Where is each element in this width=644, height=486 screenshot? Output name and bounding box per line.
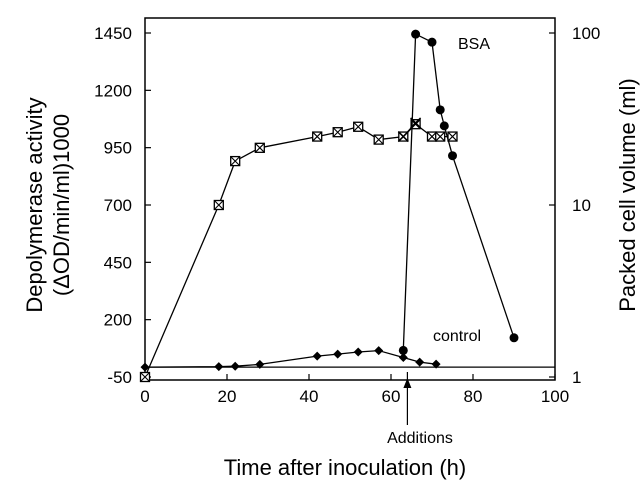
y-left-tick-label: 700 bbox=[104, 196, 132, 215]
x-tick-label: 80 bbox=[464, 387, 483, 406]
series-line-bsa bbox=[402, 33, 515, 351]
point-cell_volume bbox=[312, 131, 323, 142]
plot-area: 0 20 40 60 80 100 -50 200 450 700 950 1200 1450 1 10 10… bbox=[94, 17, 600, 425]
point-cell_volume bbox=[213, 199, 224, 211]
y-axis-title-left-line1: Depolymerase activity bbox=[22, 97, 47, 312]
control-label: control bbox=[433, 328, 481, 345]
x-axis-title: Time after inoculation (h) bbox=[224, 455, 467, 480]
point-control bbox=[398, 353, 408, 363]
point-cell_volume bbox=[230, 155, 241, 167]
point-bsa bbox=[427, 37, 437, 47]
point-control bbox=[374, 346, 384, 356]
point-cell_volume bbox=[254, 142, 265, 153]
point-bsa bbox=[439, 121, 449, 131]
y-left-tick-label: 1450 bbox=[94, 24, 132, 43]
point-control bbox=[415, 357, 425, 367]
point-cell_volume bbox=[332, 127, 343, 138]
series-line-control bbox=[144, 349, 437, 368]
y-left-tick-label: 1200 bbox=[94, 81, 132, 100]
y-right-tick-label: 100 bbox=[572, 24, 600, 43]
plot-frame bbox=[144, 17, 556, 381]
point-cell_volume bbox=[447, 131, 458, 142]
x-tick-label: 100 bbox=[541, 387, 569, 406]
y-axis-title-left-line2: (ΔOD/min/ml)1000 bbox=[49, 114, 74, 296]
series-line-cell_volume bbox=[144, 123, 453, 378]
point-bsa bbox=[448, 151, 457, 161]
point-bsa bbox=[411, 29, 421, 39]
y-axis-title-right: Packed cell volume (ml) bbox=[615, 78, 640, 312]
point-bsa_spike bbox=[397, 131, 409, 143]
point-control bbox=[312, 351, 322, 361]
point-cell_volume bbox=[373, 134, 384, 145]
point-cell_volume bbox=[435, 131, 446, 142]
y-left-tick-label: 200 bbox=[104, 311, 132, 330]
y-right-tick-label: 10 bbox=[572, 196, 591, 215]
y-left-tick-label: 450 bbox=[104, 253, 132, 272]
x-tick-label: 0 bbox=[140, 387, 149, 406]
y-right-tick-label: 1 bbox=[572, 368, 581, 387]
additions-arrow-head bbox=[403, 378, 412, 388]
point-control bbox=[255, 359, 265, 369]
point-control bbox=[214, 362, 224, 372]
point-control bbox=[230, 361, 240, 371]
x-tick-label: 60 bbox=[382, 387, 401, 406]
point-control bbox=[333, 349, 343, 359]
point-control bbox=[353, 347, 363, 357]
x-tick-label: 20 bbox=[218, 387, 237, 406]
y-left-tick-label: 950 bbox=[104, 139, 132, 158]
bsa-label: BSA bbox=[458, 36, 490, 53]
point-bsa bbox=[435, 105, 445, 115]
y-left-tick-label: -50 bbox=[107, 368, 132, 387]
x-tick-label: 40 bbox=[300, 387, 319, 406]
point-cell_volume bbox=[353, 121, 364, 132]
point-bsa bbox=[398, 345, 408, 355]
additions-label: Additions bbox=[387, 430, 453, 447]
point-bsa bbox=[509, 333, 519, 343]
point-cell_volume bbox=[139, 371, 151, 383]
point-control bbox=[140, 362, 150, 372]
point-control bbox=[431, 359, 441, 369]
